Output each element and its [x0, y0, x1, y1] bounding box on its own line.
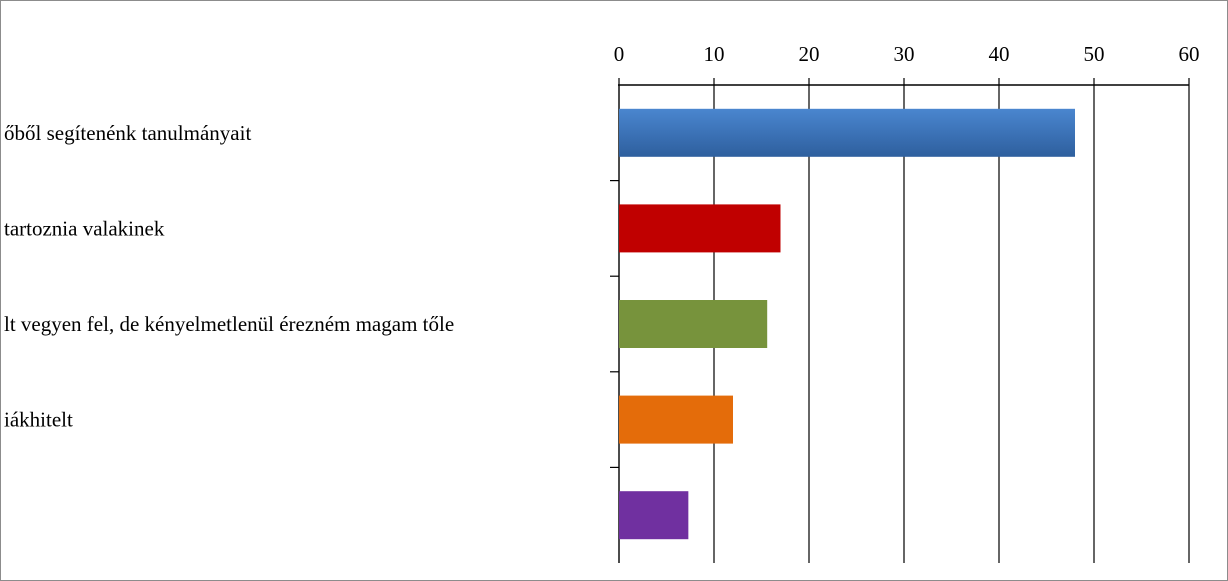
x-tick-label-40: 40 — [989, 42, 1010, 66]
category-label-3: lt vegyen fel, de kényelmetlenül érezném… — [4, 312, 454, 336]
x-tick-label-30: 30 — [894, 42, 915, 66]
x-tick-label-0: 0 — [614, 42, 625, 66]
category-label-2: tartoznia valakinek — [4, 216, 165, 240]
x-tick-labels: 0 10 20 30 40 50 60 — [614, 42, 1200, 66]
bars — [619, 108, 1075, 540]
category-label-4: iákhitelt — [4, 408, 73, 432]
x-tick-label-20: 20 — [799, 42, 820, 66]
category-label-1: őből segítenénk tanulmányait — [4, 121, 251, 145]
bar-2 — [619, 204, 781, 253]
bar-3 — [619, 300, 768, 348]
x-tick-label-50: 50 — [1084, 42, 1105, 66]
bar-5 — [619, 491, 689, 540]
x-tick-label-60: 60 — [1179, 42, 1200, 66]
x-tick-label-10: 10 — [704, 42, 725, 66]
bar-1 — [619, 108, 1075, 157]
category-labels: őből segítenénk tanulmányait tartoznia va… — [4, 121, 454, 432]
gridlines — [713, 85, 1190, 563]
bar-4 — [619, 395, 733, 444]
